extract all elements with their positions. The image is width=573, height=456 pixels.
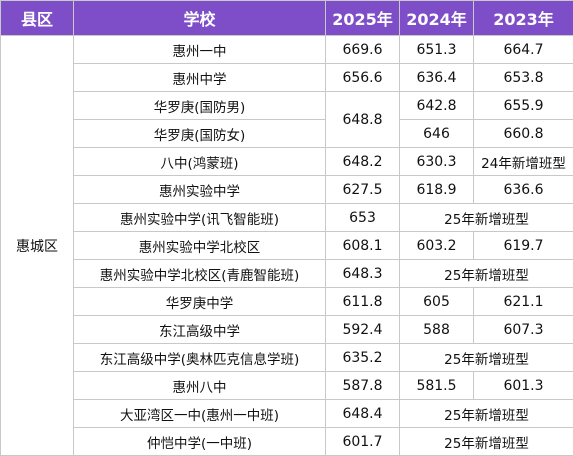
- header-row: 县区 学校 2025年 2024年 2023年: [1, 1, 573, 36]
- score-2025: 592.4: [326, 316, 400, 344]
- table-row: 惠州实验中学北校区 608.1 603.2 619.7: [1, 232, 573, 260]
- score-2023: 660.8: [474, 120, 573, 148]
- table-row: 华罗庚中学 611.8 605 621.1: [1, 288, 573, 316]
- score-2023: 619.7: [474, 232, 573, 260]
- score-2024: 605: [400, 288, 474, 316]
- score-2024: 618.9: [400, 176, 474, 204]
- score-2025: 635.2: [326, 344, 400, 372]
- table-row: 惠城区 惠州一中 669.6 651.3 664.7: [1, 36, 573, 64]
- score-2024: 642.8: [400, 92, 474, 120]
- score-2025: 611.8: [326, 288, 400, 316]
- table-row: 华罗庚(国防女) 646 660.8: [1, 120, 573, 148]
- score-2025: 648.3: [326, 260, 400, 288]
- new-class-note-2025: 25年新增班型: [400, 428, 573, 456]
- school-cell: 华罗庚(国防男): [74, 92, 326, 120]
- school-cell: 东江高级中学: [74, 316, 326, 344]
- score-2023: 601.3: [474, 372, 573, 400]
- table-row: 八中(鸿蒙班) 648.2 630.3 24年新增班型: [1, 148, 573, 176]
- school-cell: 惠州实验中学北校区: [74, 232, 326, 260]
- school-cell: 大亚湾区一中(惠州一中班): [74, 400, 326, 428]
- school-cell: 八中(鸿蒙班): [74, 148, 326, 176]
- header-district: 县区: [1, 1, 74, 36]
- score-2023: 664.7: [474, 36, 573, 64]
- score-2024: 646: [400, 120, 474, 148]
- school-cell: 惠州实验中学(讯飞智能班): [74, 204, 326, 232]
- school-cell: 华罗庚(国防女): [74, 120, 326, 148]
- score-2025: 648.2: [326, 148, 400, 176]
- table-row: 惠州实验中学(讯飞智能班) 653 25年新增班型: [1, 204, 573, 232]
- score-2025: 656.6: [326, 64, 400, 92]
- header-2024: 2024年: [400, 1, 474, 36]
- header-2025: 2025年: [326, 1, 400, 36]
- header-school: 学校: [74, 1, 326, 36]
- score-2025: 648.4: [326, 400, 400, 428]
- score-2024: 651.3: [400, 36, 474, 64]
- score-2023: 636.6: [474, 176, 573, 204]
- score-2023: 655.9: [474, 92, 573, 120]
- table-row: 仲恺中学(一中班) 601.7 25年新增班型: [1, 428, 573, 456]
- new-class-note-2025: 25年新增班型: [400, 400, 573, 428]
- table-row: 惠州实验中学北校区(青鹿智能班) 648.3 25年新增班型: [1, 260, 573, 288]
- school-cell: 惠州一中: [74, 36, 326, 64]
- table-row: 惠州实验中学 627.5 618.9 636.6: [1, 176, 573, 204]
- score-2025: 601.7: [326, 428, 400, 456]
- score-2024: 630.3: [400, 148, 474, 176]
- score-2024: 581.5: [400, 372, 474, 400]
- score-2023: 607.3: [474, 316, 573, 344]
- school-cell: 惠州中学: [74, 64, 326, 92]
- score-2025: 627.5: [326, 176, 400, 204]
- school-cell: 仲恺中学(一中班): [74, 428, 326, 456]
- score-2023: 621.1: [474, 288, 573, 316]
- school-cell: 东江高级中学(奥林匹克信息学班): [74, 344, 326, 372]
- score-2025: 653: [326, 204, 400, 232]
- header-2023: 2023年: [474, 1, 573, 36]
- district-cell: 惠城区: [1, 36, 74, 456]
- score-2024: 603.2: [400, 232, 474, 260]
- score-2025: 608.1: [326, 232, 400, 260]
- new-class-note-2024: 24年新增班型: [474, 148, 573, 176]
- table-row: 惠州中学 656.6 636.4 653.8: [1, 64, 573, 92]
- score-2025: 669.6: [326, 36, 400, 64]
- new-class-note-2025: 25年新增班型: [400, 344, 573, 372]
- score-2025-merged: 648.8: [326, 92, 400, 148]
- new-class-note-2025: 25年新增班型: [400, 260, 573, 288]
- table-row: 惠州八中 587.8 581.5 601.3: [1, 372, 573, 400]
- table-row: 东江高级中学(奥林匹克信息学班) 635.2 25年新增班型: [1, 344, 573, 372]
- score-2023: 653.8: [474, 64, 573, 92]
- score-2025: 587.8: [326, 372, 400, 400]
- school-cell: 华罗庚中学: [74, 288, 326, 316]
- school-cell: 惠州八中: [74, 372, 326, 400]
- table-row: 东江高级中学 592.4 588 607.3: [1, 316, 573, 344]
- score-2024: 636.4: [400, 64, 474, 92]
- table-row: 大亚湾区一中(惠州一中班) 648.4 25年新增班型: [1, 400, 573, 428]
- new-class-note-2025: 25年新增班型: [400, 204, 573, 232]
- school-cell: 惠州实验中学北校区(青鹿智能班): [74, 260, 326, 288]
- table-row: 华罗庚(国防男) 648.8 642.8 655.9: [1, 92, 573, 120]
- school-cell: 惠州实验中学: [74, 176, 326, 204]
- score-2024: 588: [400, 316, 474, 344]
